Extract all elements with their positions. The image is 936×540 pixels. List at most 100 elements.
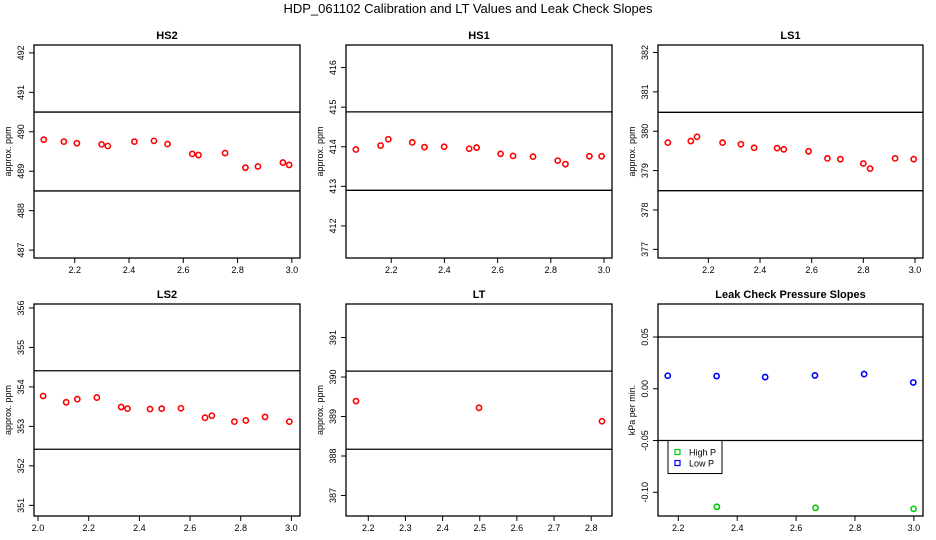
y-tick-label: 414 [328,139,338,154]
plot-box [33,44,301,259]
data-point [377,142,384,149]
panel-ls1: LS1 377 378 379 380 381 382 approx. ppm 2.2 2.4 2.… [627,30,924,275]
x-tick-label: 2.6 [491,265,504,275]
y-axis-label: approx. ppm [3,385,13,435]
data-point [805,147,812,155]
panel-hs1: HS1 412 413 414 415 416 approx. ppm 2.2 2.4 2.6 2.… [315,30,613,275]
data-point [104,142,112,150]
data-point [93,394,101,401]
data-point [261,413,269,421]
plot-box [345,44,613,259]
plot-box [657,44,924,259]
y-tick-label: 390 [328,370,338,385]
x-tick-label: 2.4 [123,265,136,275]
y-tick-label: 489 [16,164,26,179]
data-point [98,140,105,148]
y-axis-label: approx. ppm [627,126,637,176]
data-point [554,157,562,165]
data-point [164,140,171,148]
x-tick-label: 3.0 [908,523,921,533]
data-point [440,143,448,151]
y-axis-label: approx. ppm [315,385,325,435]
plot-box [657,303,924,517]
data-point [158,405,166,413]
y-tick-label: 351 [16,498,26,513]
data-point [124,405,131,413]
x-tick-label: 2.2 [82,523,95,533]
x-tick-label: 2.0 [32,523,45,533]
y-tick-label: 356 [16,300,26,315]
data-point [285,161,293,169]
x-tick-label: 2.7 [548,523,561,533]
legend-label: High P [689,448,716,458]
y-tick-label: 0.05 [640,328,650,346]
y-tick-label: 382 [640,45,650,60]
y-tick-label: 413 [328,179,338,194]
y-axis-label: approx. ppm [315,126,325,176]
x-tick-label: 2.3 [399,523,412,533]
panel-ls2: LS2 351 352 353 354 355 356 approx. ppm 2.0 2.2 2.… [3,289,301,533]
y-tick-label: -0.10 [640,482,650,503]
data-point [195,151,202,159]
data-point [891,154,899,162]
data-point [719,139,726,147]
data-point [529,153,537,161]
x-tick-label: 2.6 [177,265,190,275]
data-point [562,160,569,168]
data-point-low-p [811,372,819,379]
y-tick-label: 391 [328,330,338,345]
x-tick-label: 2.2 [385,265,398,275]
panel-title: HS2 [156,30,177,42]
data-point [509,152,517,160]
x-tick-label: 2.8 [231,265,244,275]
panel-title: LT [473,289,486,301]
panel-hs2: HS2 487 488 489 490 491 492 approx. ppm 2.2 2.4 2.… [3,30,301,275]
x-tick-label: 3.0 [286,265,299,275]
panel-title: HS1 [468,30,489,42]
x-tick-label: 2.6 [805,265,818,275]
data-point [475,404,483,412]
y-tick-label: 377 [640,242,650,257]
data-point [773,144,781,152]
y-tick-label: 378 [640,202,650,217]
y-tick-label: 352 [16,458,26,473]
data-point [824,154,831,162]
y-tick-label: 488 [16,203,26,218]
x-tick-label: 2.4 [133,523,146,533]
data-point [73,139,81,147]
panel-title: LS1 [780,30,800,42]
x-tick-label: 2.6 [511,523,524,533]
y-tick-label: 388 [328,448,338,463]
data-point [40,136,48,144]
data-point [598,417,606,425]
x-tick-label: 2.4 [438,265,451,275]
y-tick-label: 379 [640,163,650,178]
data-point [859,160,867,167]
data-point [150,137,158,145]
x-tick-label: 2.8 [545,265,558,275]
data-point [188,150,196,158]
x-tick-label: 2.2 [672,523,685,533]
panel-lt: LT 387 388 389 390 391 approx. ppm 2.2 2.3 2.4 2.5… [315,289,613,533]
y-tick-label: 353 [16,419,26,434]
data-point-low-p [761,373,769,381]
data-point-high-p [812,504,819,512]
y-tick-label: 491 [16,85,26,100]
data-point [836,155,844,163]
y-tick-label: 387 [328,488,338,503]
x-tick-label: 3.0 [598,265,611,275]
panel-title: Leak Check Pressure Slopes [715,289,865,301]
y-tick-label: 380 [640,124,650,139]
data-point [254,163,262,170]
data-point [230,418,238,426]
data-point [221,149,229,157]
data-point [39,392,47,400]
data-point-high-p [713,503,721,511]
data-point [497,150,504,158]
x-tick-label: 2.4 [436,523,449,533]
x-tick-label: 2.2 [702,265,715,275]
data-point [585,152,593,160]
